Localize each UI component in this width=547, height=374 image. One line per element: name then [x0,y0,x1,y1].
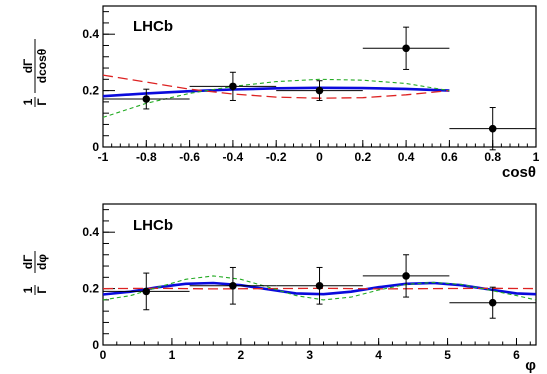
panel-phi: LHCb φ 1 Γ dΓ dφ 0 1 2 3 4 5 6 0 0.2 0.4 [21,203,537,374]
x-tick-label: 0 [316,150,323,164]
data-point [315,281,324,290]
y-tick-label: 0 [92,140,99,154]
x-tick-label: 2 [237,348,244,362]
y-tick-label: 0 [92,338,99,352]
data-point [488,124,497,133]
x-tick-label: 0.8 [484,150,501,164]
y-tick-label: 0.2 [82,84,99,98]
y-label-main-den: dcosθ [35,49,49,84]
fit-curve-dotted [102,275,536,301]
data-point [142,95,151,103]
x-tick-label: 0.2 [354,150,371,164]
fit-curve-dotted [102,78,450,118]
y-label-prefactor-num: 1 [21,98,35,105]
data-point [229,281,237,290]
y-tick-label: 0.4 [82,225,99,239]
fit-curve-dashed [102,74,450,99]
y-label-main-num: dΓ [21,58,35,73]
x-tick-label: -0.2 [266,150,287,164]
plot-frame [102,203,537,346]
x-tick-label: -0.4 [223,150,244,164]
y-axis-label: 1 Γ dΓ dφ [21,251,49,295]
data-point [488,298,497,307]
data-point [142,287,151,296]
x-tick-label: 0 [100,348,107,362]
x-tick-label: -1 [98,150,109,164]
x-tick-label: 1 [169,348,176,362]
x-tick-label: 0.4 [398,150,415,164]
fit-curve-dashed [102,287,536,290]
y-label-prefactor-den: Γ [35,98,49,106]
fit-curve-solid [102,281,536,296]
plot-title: LHCb [133,217,173,234]
x-tick-label: -0.6 [179,150,200,164]
y-label-main-den: dφ [35,254,49,270]
x-tick-label: 1 [533,150,540,164]
y-tick-label: 0.2 [82,282,99,296]
data-point [402,272,410,280]
y-label-prefactor-num: 1 [21,286,35,293]
y-label-prefactor-den: Γ [35,286,49,294]
y-label-main-num: dΓ [21,254,35,269]
x-axis-label: φ [525,357,536,374]
x-axis-label: cosθ [502,164,536,181]
fit-curve-solid [102,86,450,98]
x-tick-label: 6 [513,348,520,362]
x-tick-label: 4 [375,348,382,362]
x-tick-label: 3 [306,348,313,362]
y-tick-label: 0.4 [82,27,99,41]
data-point [229,82,237,91]
panel-costheta: LHCb cosθ 1 Γ dΓ dcosθ -1 -0.8 -0.6 -0.4 -0.… [21,5,540,181]
plot-title: LHCb [133,18,173,35]
data-point [315,86,324,95]
x-tick-label: 0.6 [441,150,458,164]
x-tick-label: 5 [444,348,451,362]
data-point [402,44,410,53]
x-tick-label: -0.8 [136,150,157,164]
y-axis-label: 1 Γ dΓ dcosθ [21,39,49,107]
